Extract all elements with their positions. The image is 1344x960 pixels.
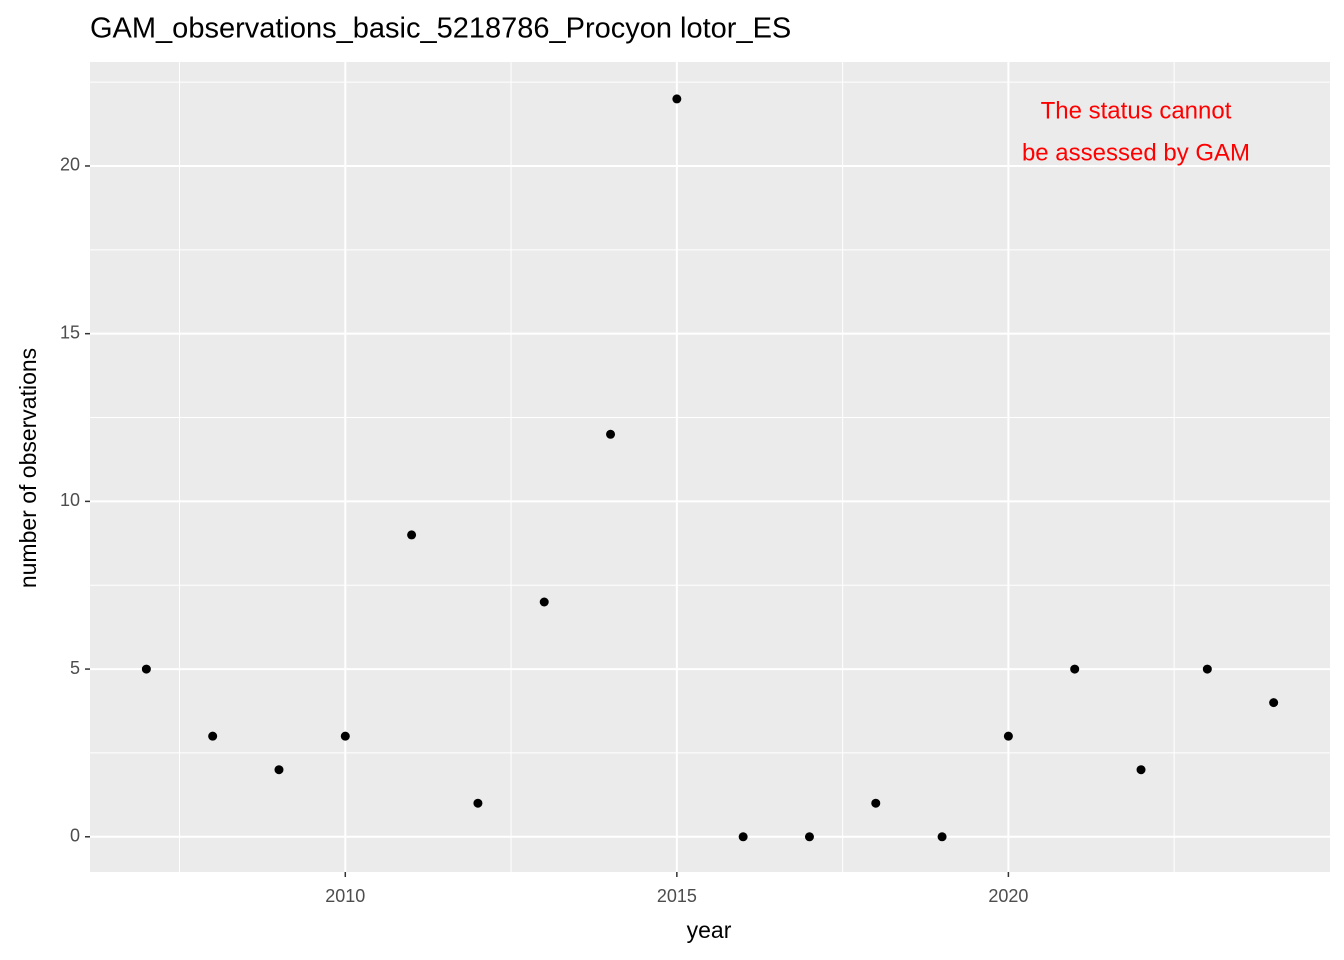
x-axis-title: year — [687, 917, 732, 943]
point — [738, 832, 748, 842]
point — [1136, 765, 1146, 775]
plot-panel — [90, 62, 1330, 872]
annotation: The status cannot — [1041, 97, 1232, 124]
point — [141, 664, 151, 674]
x-tick-label: 2015 — [657, 886, 697, 906]
point — [1070, 664, 1080, 674]
point — [473, 798, 483, 808]
annotation: be assessed by GAM — [1022, 139, 1250, 166]
y-tick-label: 15 — [60, 322, 80, 342]
y-tick-label: 0 — [70, 826, 80, 846]
point — [1202, 664, 1212, 674]
point — [539, 597, 549, 607]
y-tick-label: 5 — [70, 658, 80, 678]
point — [1269, 698, 1279, 708]
y-axis-title: number of observations — [15, 348, 41, 588]
point — [871, 798, 881, 808]
point — [340, 731, 350, 741]
point — [804, 832, 814, 842]
point — [208, 731, 218, 741]
x-tick-label: 2020 — [988, 886, 1028, 906]
point — [1003, 731, 1013, 741]
x-tick-label: 2010 — [325, 886, 365, 906]
point — [606, 429, 616, 439]
chart-title: GAM_observations_basic_5218786_Procyon l… — [90, 13, 791, 45]
y-tick-label: 20 — [60, 155, 80, 175]
y-tick-label: 10 — [60, 490, 80, 510]
point — [407, 530, 417, 540]
point — [937, 832, 947, 842]
point — [274, 765, 284, 775]
point — [672, 94, 682, 104]
